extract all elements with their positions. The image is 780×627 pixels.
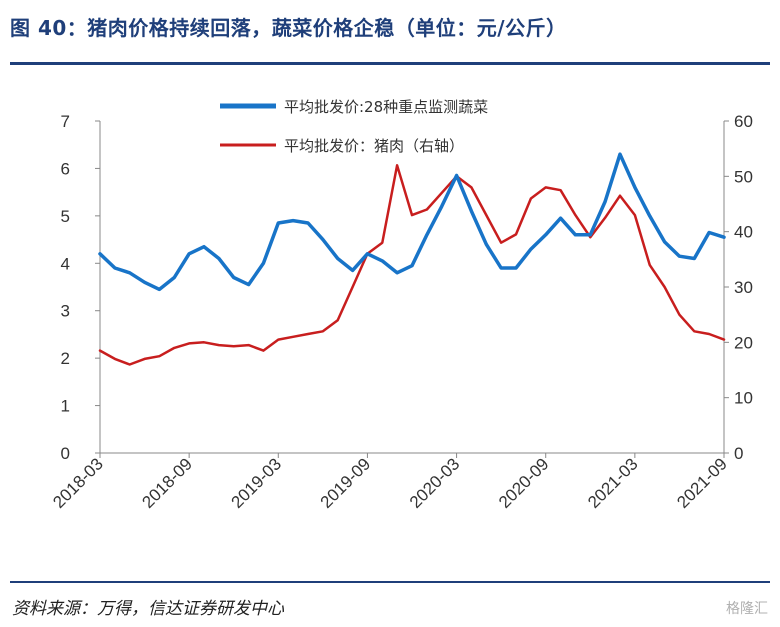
- y-left-tick-label: 5: [61, 207, 70, 226]
- line-chart: 0 1 2 3 4 5 6 7 0 10 20 30 40 50 60 2018-03 2018-09 2019-…: [49, 98, 753, 512]
- y-right-tick-label: 40: [734, 223, 753, 242]
- page-title: 图 40：猪肉价格持续回落，蔬菜价格企稳（单位：元/公斤）: [10, 16, 567, 40]
- legend-label-vegetables: 平均批发价:28种重点监测蔬菜: [284, 98, 488, 116]
- x-tick-label: 2019-09: [317, 454, 375, 512]
- x-tick-label: 2019-03: [228, 454, 286, 512]
- y-left-tick-label: 7: [61, 112, 70, 131]
- series-line-pork: [98, 164, 726, 366]
- y-right-tick-label: 60: [734, 112, 753, 131]
- series-line-vegetables: [98, 152, 726, 292]
- y-left-tick-label: 3: [61, 302, 70, 321]
- legend-label-pork: 平均批发价：猪肉（右轴）: [284, 137, 464, 155]
- x-tick-label: 2018-09: [138, 454, 196, 512]
- chart-legend: 平均批发价:28种重点监测蔬菜 平均批发价：猪肉（右轴）: [220, 98, 488, 155]
- y-left-tick-label: 2: [61, 349, 70, 368]
- x-tick-label: 2021-03: [584, 454, 642, 512]
- y-left-tick-label: 4: [61, 254, 70, 273]
- y-right-tick-label: 50: [734, 167, 753, 186]
- watermark-logo: 格隆汇: [726, 601, 768, 617]
- y-left-tick-label: 1: [61, 397, 70, 416]
- y-right-tick-label: 30: [734, 278, 753, 297]
- chart-series: [98, 152, 726, 366]
- y-left-tick-label: 6: [61, 159, 70, 178]
- x-tick-label: 2018-03: [49, 454, 107, 512]
- x-tick-label: 2020-03: [406, 454, 464, 512]
- chart-axes: 0 1 2 3 4 5 6 7 0 10 20 30 40 50 60 2018-03 2018-09 2019-…: [49, 112, 753, 512]
- y-left-tick-label: 0: [61, 444, 70, 463]
- footer-divider: [10, 581, 770, 583]
- source-note: 资料来源：万得，信达证券研发中心: [12, 599, 284, 619]
- y-right-tick-label: 0: [734, 444, 743, 463]
- x-tick-label: 2021-09: [673, 454, 731, 512]
- y-right-tick-label: 10: [734, 389, 753, 408]
- title-divider: [10, 62, 770, 65]
- x-tick-label: 2020-09: [495, 454, 553, 512]
- y-right-tick-label: 20: [734, 333, 753, 352]
